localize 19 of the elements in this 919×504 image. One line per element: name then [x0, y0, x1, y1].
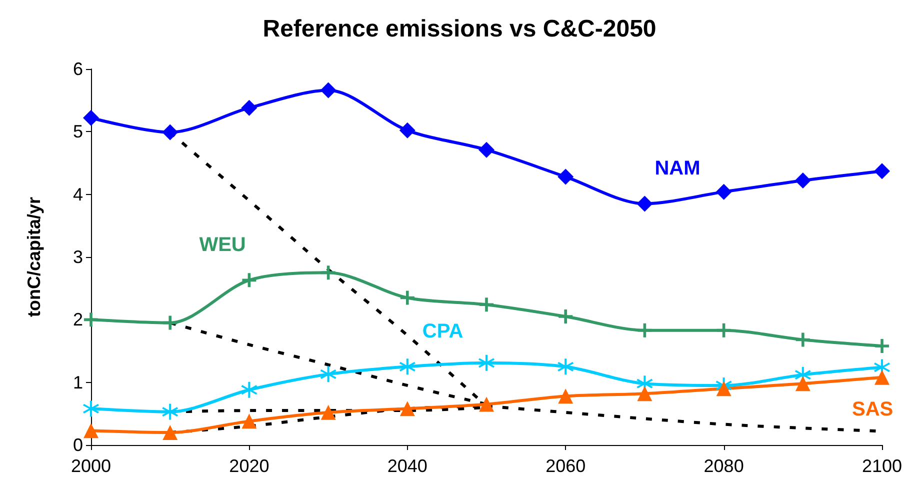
series-label: SAS: [852, 398, 894, 420]
x-tick-label: 2020: [229, 456, 270, 476]
y-tick-label: 6: [72, 59, 83, 79]
x-tick-label: 2040: [387, 456, 428, 476]
series-label: CPA: [422, 320, 464, 343]
y-tick-label: 5: [72, 122, 83, 142]
x-tick-label: 2060: [546, 456, 586, 476]
y-tick-label: 0: [72, 435, 83, 455]
x-tick-label: 2100: [862, 456, 902, 476]
series-label: NAM: [654, 158, 700, 180]
y-tick-label: 3: [72, 247, 83, 267]
series-label: WEU: [199, 234, 246, 256]
y-axis-title: tonC/capita/yr: [24, 196, 44, 318]
x-tick-label: 2000: [70, 456, 112, 476]
y-tick-label: 2: [72, 310, 83, 330]
y-tick-label: 4: [72, 184, 83, 204]
y-tick-label: 1: [72, 372, 83, 392]
x-tick-label: 2080: [704, 456, 744, 476]
chart-title: Reference emissions vs C&C-2050: [262, 16, 656, 42]
